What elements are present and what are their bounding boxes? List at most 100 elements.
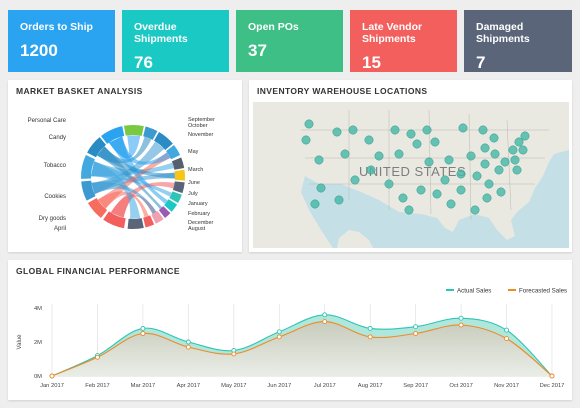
data-point[interactable] bbox=[49, 373, 55, 379]
warehouse-marker[interactable] bbox=[350, 175, 360, 185]
chord-ribbon[interactable] bbox=[96, 146, 175, 179]
chord-segment[interactable] bbox=[166, 144, 181, 160]
data-point[interactable] bbox=[322, 319, 328, 325]
data-point[interactable] bbox=[504, 336, 509, 342]
kpi-card-damaged-shipments[interactable]: Damaged Shipments 7 bbox=[464, 10, 572, 72]
chord-segment[interactable] bbox=[143, 126, 158, 140]
chord-segment[interactable] bbox=[127, 218, 144, 229]
warehouse-marker[interactable] bbox=[424, 157, 434, 167]
chord-segment[interactable] bbox=[103, 211, 126, 229]
chord-ribbon[interactable] bbox=[97, 191, 149, 218]
chord-ribbon[interactable] bbox=[91, 161, 141, 219]
chord-segment[interactable] bbox=[143, 215, 155, 228]
warehouse-marker[interactable] bbox=[364, 135, 374, 145]
warehouse-marker[interactable] bbox=[480, 159, 490, 169]
chord-segment[interactable] bbox=[123, 125, 144, 136]
warehouse-marker[interactable] bbox=[496, 187, 506, 197]
warehouse-marker[interactable] bbox=[440, 175, 450, 185]
chord-segment[interactable] bbox=[174, 169, 186, 181]
warehouse-marker[interactable] bbox=[472, 171, 482, 181]
warehouse-marker[interactable] bbox=[304, 119, 314, 129]
data-point[interactable] bbox=[276, 334, 282, 340]
chord-segment[interactable] bbox=[171, 157, 185, 170]
warehouse-marker[interactable] bbox=[406, 129, 416, 139]
warehouse-marker[interactable] bbox=[456, 169, 466, 179]
kpi-card-orders-to-ship[interactable]: Orders to Ship 1200 bbox=[8, 10, 115, 72]
warehouse-marker[interactable] bbox=[432, 189, 442, 199]
kpi-card-late-vendor-shipments[interactable]: Late Vendor Shipments 15 bbox=[350, 10, 457, 72]
warehouse-marker[interactable] bbox=[510, 155, 520, 165]
us-map[interactable]: UNITED STATES bbox=[249, 80, 572, 252]
warehouse-marker[interactable] bbox=[314, 155, 324, 165]
warehouse-marker[interactable] bbox=[494, 165, 504, 175]
warehouse-marker[interactable] bbox=[500, 157, 510, 167]
warehouse-marker[interactable] bbox=[404, 205, 414, 215]
data-point[interactable] bbox=[276, 329, 282, 335]
financial-area-chart[interactable]: Jan 2017 Feb 2017 Mar 2017 Apr 2017 May 2017… bbox=[8, 260, 572, 400]
warehouse-marker[interactable] bbox=[348, 125, 358, 135]
data-point[interactable] bbox=[231, 351, 237, 357]
warehouse-marker[interactable] bbox=[316, 183, 326, 193]
chord-diagram[interactable]: Personal Care Candy Tobacco Cookies Dry good… bbox=[8, 80, 242, 252]
warehouse-marker[interactable] bbox=[301, 135, 311, 145]
warehouse-marker[interactable] bbox=[508, 145, 518, 155]
warehouse-marker[interactable] bbox=[514, 137, 524, 147]
kpi-card-open-pos[interactable]: Open POs 37 bbox=[236, 10, 343, 72]
warehouse-marker[interactable] bbox=[398, 193, 408, 203]
warehouse-marker[interactable] bbox=[394, 149, 404, 159]
data-point[interactable] bbox=[185, 339, 191, 345]
data-point[interactable] bbox=[504, 327, 509, 333]
chord-segment[interactable] bbox=[164, 199, 178, 212]
kpi-card-overdue-shipments[interactable]: Overdue Shipments 76 bbox=[122, 10, 229, 72]
warehouse-marker[interactable] bbox=[374, 151, 384, 161]
data-point[interactable] bbox=[322, 312, 328, 318]
warehouse-marker[interactable] bbox=[466, 151, 476, 161]
warehouse-marker[interactable] bbox=[390, 125, 400, 135]
warehouse-marker[interactable] bbox=[484, 179, 494, 189]
warehouse-marker[interactable] bbox=[458, 123, 468, 133]
warehouse-marker[interactable] bbox=[366, 165, 376, 175]
warehouse-marker[interactable] bbox=[490, 149, 500, 159]
warehouse-marker[interactable] bbox=[480, 143, 490, 153]
data-point[interactable] bbox=[413, 331, 419, 336]
data-point[interactable] bbox=[367, 325, 373, 331]
chord-segment[interactable] bbox=[151, 210, 164, 224]
data-point[interactable] bbox=[458, 315, 464, 321]
chord-ribbon[interactable] bbox=[91, 182, 157, 215]
data-point[interactable] bbox=[458, 322, 464, 328]
chord-segment[interactable] bbox=[87, 198, 108, 218]
data-point[interactable] bbox=[413, 324, 419, 330]
data-point[interactable] bbox=[95, 354, 100, 360]
data-point[interactable] bbox=[140, 325, 146, 331]
warehouse-marker[interactable] bbox=[430, 137, 440, 147]
chord-segment[interactable] bbox=[158, 206, 171, 218]
warehouse-marker[interactable] bbox=[422, 125, 432, 135]
warehouse-marker[interactable] bbox=[512, 165, 522, 175]
warehouse-marker[interactable] bbox=[444, 155, 454, 165]
chord-segment[interactable] bbox=[81, 155, 95, 179]
warehouse-marker[interactable] bbox=[482, 193, 492, 203]
chord-segment[interactable] bbox=[172, 181, 185, 194]
chord-ribbon[interactable] bbox=[91, 172, 175, 195]
warehouse-marker[interactable] bbox=[489, 133, 499, 143]
warehouse-marker[interactable] bbox=[310, 199, 320, 209]
warehouse-marker[interactable] bbox=[412, 139, 422, 149]
chord-segment[interactable] bbox=[81, 180, 96, 201]
data-point[interactable] bbox=[140, 331, 146, 336]
warehouse-marker[interactable] bbox=[456, 185, 466, 195]
warehouse-marker[interactable] bbox=[520, 131, 530, 141]
warehouse-marker[interactable] bbox=[340, 149, 350, 159]
warehouse-marker[interactable] bbox=[332, 127, 342, 137]
data-point[interactable] bbox=[185, 344, 191, 350]
legend-label[interactable]: Actual Sales bbox=[457, 288, 491, 295]
warehouse-marker[interactable] bbox=[416, 185, 426, 195]
chord-segment[interactable] bbox=[169, 191, 182, 203]
warehouse-marker[interactable] bbox=[446, 199, 456, 209]
data-point[interactable] bbox=[367, 334, 373, 340]
warehouse-marker[interactable] bbox=[334, 195, 344, 205]
chord-segment[interactable] bbox=[100, 126, 125, 144]
chord-segment[interactable] bbox=[87, 137, 107, 158]
warehouse-marker[interactable] bbox=[470, 205, 480, 215]
legend-label[interactable]: Forecasted Sales bbox=[519, 288, 567, 295]
chord-ribbon[interactable] bbox=[108, 136, 171, 165]
